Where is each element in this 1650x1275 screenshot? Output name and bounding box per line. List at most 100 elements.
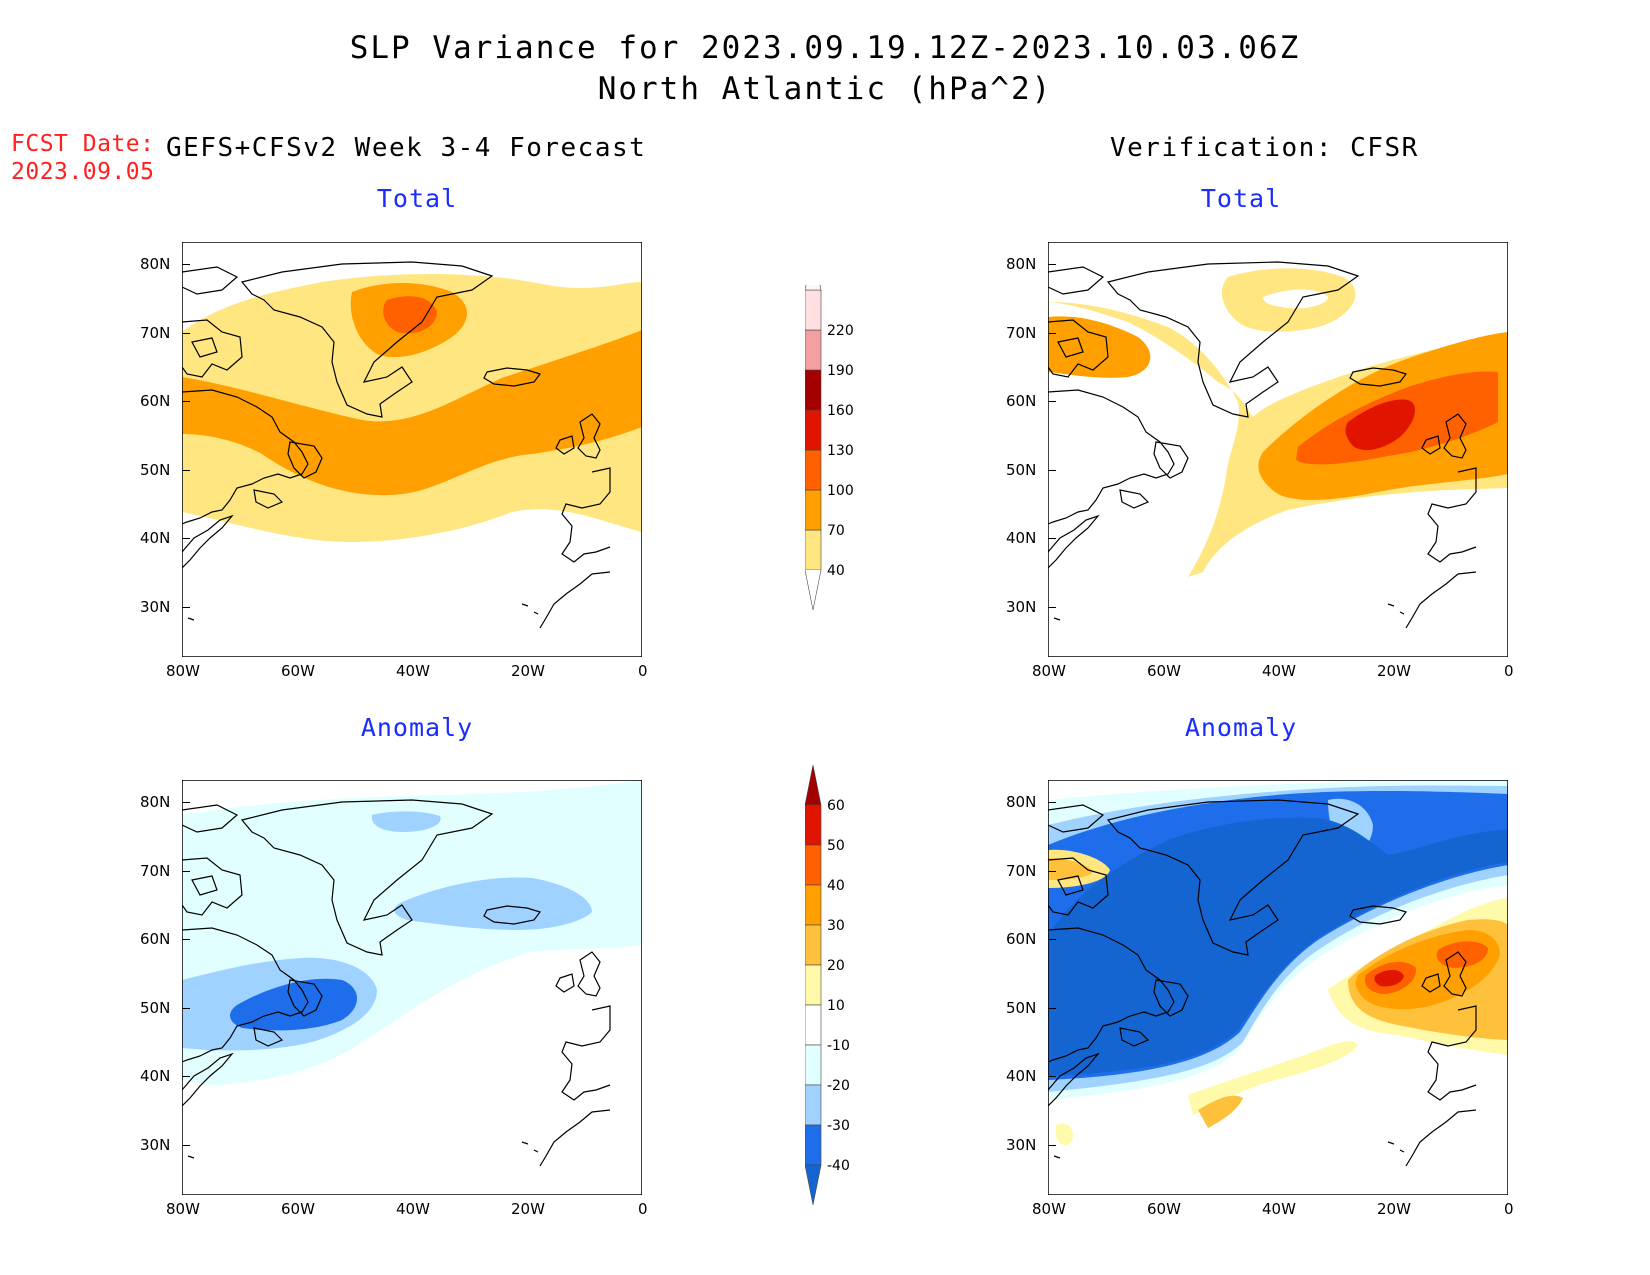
colorbar-anomaly-box bbox=[805, 1124, 822, 1166]
contour-130-160-max bbox=[1345, 399, 1415, 451]
lat-label-fcst-total: 80N bbox=[140, 255, 171, 273]
lat-label-fcst-total: 70N bbox=[140, 323, 171, 342]
lat-tick bbox=[182, 538, 190, 539]
lon-label-cfsr-total: 60W bbox=[1147, 662, 1181, 680]
lon-label-cfsr-anomaly: 80W bbox=[1032, 1200, 1066, 1218]
colorbar-anomaly-box bbox=[805, 1084, 822, 1126]
colorbar-total-box bbox=[805, 329, 822, 371]
lat-tick bbox=[182, 401, 190, 402]
colorbar-total-bottom-arrow bbox=[805, 569, 822, 611]
lat-label-fcst-anomaly: 70N bbox=[140, 861, 171, 880]
lat-tick bbox=[182, 802, 190, 803]
colorbar-anomaly-box bbox=[805, 1044, 822, 1086]
lon-label-fcst-anomaly: 60W bbox=[281, 1200, 315, 1218]
contour-neg20-neg30-east bbox=[394, 877, 592, 930]
colorbar-anomaly: 60 50 40 30 20 10 -10 -20 -30 -40 bbox=[805, 765, 850, 1206]
contour-70-100-west bbox=[1048, 316, 1151, 378]
lat-label-cfsr-anomaly: 50N bbox=[1006, 998, 1037, 1017]
colorbar-total-label: 100 bbox=[827, 483, 854, 499]
map-cfsr-total bbox=[1048, 242, 1508, 657]
subtitle-fcst-anomaly: Anomaly bbox=[360, 713, 474, 742]
lon-label-fcst-anomaly: 40W bbox=[396, 1200, 430, 1218]
colorbar-anomaly-box bbox=[805, 924, 822, 966]
contour-40-70 bbox=[182, 273, 642, 542]
lat-label-fcst-anomaly: 30N bbox=[140, 1135, 171, 1154]
lat-tick bbox=[1048, 401, 1056, 402]
lat-tick bbox=[1048, 538, 1056, 539]
lat-tick bbox=[1048, 939, 1056, 940]
colorbar-anomaly-label: 30 bbox=[827, 918, 845, 934]
lat-label-cfsr-total: 60N bbox=[1006, 392, 1037, 410]
colorbar-anomaly-box bbox=[805, 1004, 822, 1046]
figure-title: SLP Variance for 2023.09.19.12Z-2023.10.… bbox=[349, 30, 1301, 66]
lon-label-cfsr-total: 0 bbox=[1504, 662, 1514, 680]
contour-neg20-neg30-north bbox=[371, 811, 441, 832]
lat-tick bbox=[182, 332, 190, 334]
colorbar-anomaly-box bbox=[805, 804, 822, 846]
lat-label-cfsr-total: 80N bbox=[1006, 255, 1037, 273]
lat-tick bbox=[1048, 1076, 1056, 1077]
lon-label-cfsr-anomaly: 60W bbox=[1147, 1200, 1181, 1218]
subtitle-cfsr-total: Total bbox=[1200, 184, 1282, 213]
colorbar-total-box bbox=[805, 409, 822, 451]
lat-tick bbox=[1048, 802, 1056, 803]
colorbar-total-label: 130 bbox=[827, 443, 854, 459]
colorbar-total-label: 220 bbox=[827, 323, 854, 339]
colorbar-anomaly-label: 60 bbox=[827, 798, 845, 814]
lat-tick bbox=[182, 870, 190, 872]
lon-label-fcst-total: 20W bbox=[511, 662, 545, 680]
lat-label-fcst-anomaly: 60N bbox=[140, 930, 171, 948]
lat-label-fcst-total: 40N bbox=[140, 529, 171, 547]
lat-tick bbox=[182, 606, 190, 608]
colorbar-anomaly-label: 50 bbox=[827, 838, 845, 854]
lat-tick bbox=[182, 1076, 190, 1077]
map-fcst-total bbox=[182, 242, 642, 657]
lat-tick bbox=[1048, 1007, 1056, 1009]
fcst-date-value: 2023.09.05 bbox=[11, 159, 155, 185]
left-column-header: GEFS+CFSv2 Week 3-4 Forecast bbox=[166, 133, 647, 163]
subtitle-fcst-total: Total bbox=[376, 184, 458, 213]
contour-100-130-max bbox=[383, 296, 437, 334]
colorbar-anomaly-top-arrow bbox=[805, 765, 822, 806]
fcst-date-label: FCST Date: bbox=[11, 131, 155, 157]
colorbar-anomaly-label: -20 bbox=[827, 1078, 850, 1094]
colorbar-anomaly-box bbox=[805, 844, 822, 886]
contour-70-100-band bbox=[182, 330, 642, 496]
colorbar-total-box bbox=[805, 489, 822, 531]
contour-20-30-tail bbox=[1198, 1095, 1243, 1128]
colorbar-anomaly-label: -10 bbox=[827, 1038, 850, 1054]
colorbar-total: 40 70 100 130 160 190 220 bbox=[805, 285, 854, 611]
lat-label-fcst-total: 60N bbox=[140, 392, 171, 410]
lat-label-cfsr-total: 50N bbox=[1006, 460, 1037, 479]
colorbar-anomaly-label: 40 bbox=[827, 878, 845, 894]
lat-label-cfsr-anomaly: 70N bbox=[1006, 861, 1037, 880]
contour-hole bbox=[1263, 289, 1328, 309]
lat-label-cfsr-anomaly: 60N bbox=[1006, 930, 1037, 948]
lon-label-fcst-anomaly: 0 bbox=[638, 1200, 648, 1218]
lon-label-cfsr-anomaly: 0 bbox=[1504, 1200, 1514, 1218]
lon-label-fcst-total: 40W bbox=[396, 662, 430, 680]
lat-tick bbox=[1048, 332, 1056, 334]
lon-label-cfsr-total: 40W bbox=[1262, 662, 1296, 680]
lon-label-fcst-total: 60W bbox=[281, 662, 315, 680]
colorbar-anomaly-label: -30 bbox=[827, 1118, 850, 1134]
lat-tick bbox=[1048, 870, 1056, 872]
colorbar-anomaly-label: -40 bbox=[827, 1158, 850, 1174]
colorbar-anomaly-label: 20 bbox=[827, 958, 845, 974]
lon-label-cfsr-total: 20W bbox=[1377, 662, 1411, 680]
contour-below-neg40 bbox=[1048, 817, 1508, 1076]
lat-tick bbox=[1048, 469, 1056, 471]
colorbar-total-box bbox=[805, 529, 822, 571]
lat-label-fcst-total: 30N bbox=[140, 597, 171, 616]
lat-label-cfsr-anomaly: 30N bbox=[1006, 1135, 1037, 1154]
lat-tick bbox=[182, 469, 190, 471]
lon-label-fcst-total: 0 bbox=[638, 662, 648, 680]
lon-label-fcst-anomaly: 20W bbox=[511, 1200, 545, 1218]
map-cfsr-anomaly bbox=[1048, 780, 1508, 1195]
right-column-header: Verification: CFSR bbox=[1110, 133, 1419, 163]
colorbar-anomaly-bottom-arrow bbox=[805, 1164, 822, 1206]
colorbar-total-box bbox=[805, 449, 822, 491]
colorbar-anomaly-box bbox=[805, 884, 822, 926]
fcst-date: FCST Date: 2023.09.05 bbox=[11, 130, 154, 186]
lat-tick bbox=[182, 939, 190, 940]
